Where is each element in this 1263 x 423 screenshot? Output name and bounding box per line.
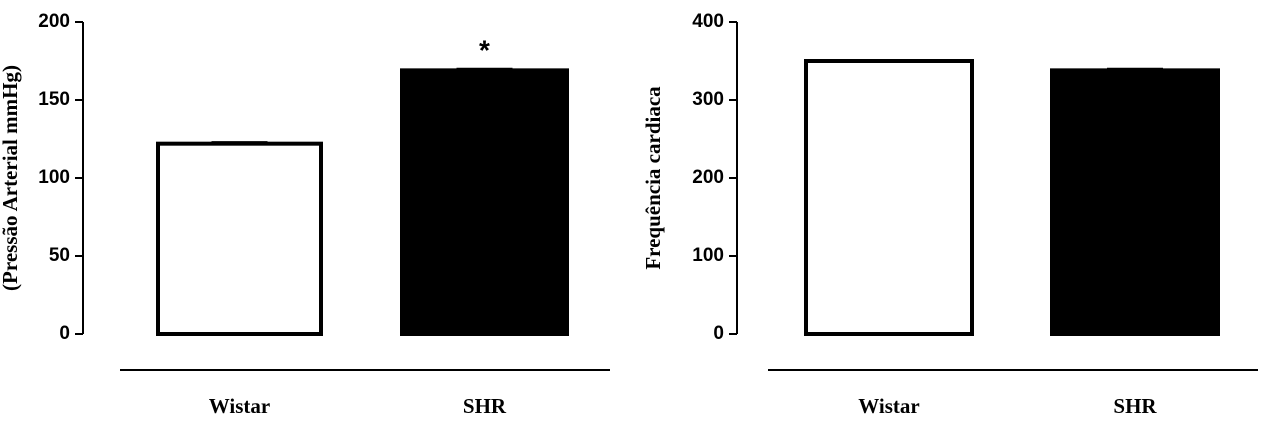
y-tick-label: 0 [713, 323, 724, 344]
y-axis-label: Frequência cardiaca [641, 86, 665, 270]
y-tick-label: 100 [38, 167, 70, 188]
y-tick-label: 200 [692, 167, 724, 188]
x-tick-label: SHR [463, 394, 507, 418]
y-tick-label: 0 [59, 323, 70, 344]
bar [156, 141, 323, 336]
y-tick-label: 200 [38, 11, 70, 32]
bar [1050, 68, 1220, 337]
y-tick-label: 50 [49, 245, 70, 266]
x-tick-label: Wistar [858, 394, 919, 418]
x-tick-label: SHR [1113, 394, 1157, 418]
y-axis-label: (Pressão Arterial mmHg) [0, 65, 22, 291]
x-tick-label: Wistar [209, 394, 270, 418]
annotation: * [479, 34, 490, 65]
y-tick-label: 300 [692, 89, 724, 110]
y-tick-label: 400 [692, 11, 724, 32]
y-tick-label: 100 [692, 245, 724, 266]
bar [400, 68, 569, 337]
y-tick-label: 150 [38, 89, 70, 110]
bar [804, 59, 974, 336]
